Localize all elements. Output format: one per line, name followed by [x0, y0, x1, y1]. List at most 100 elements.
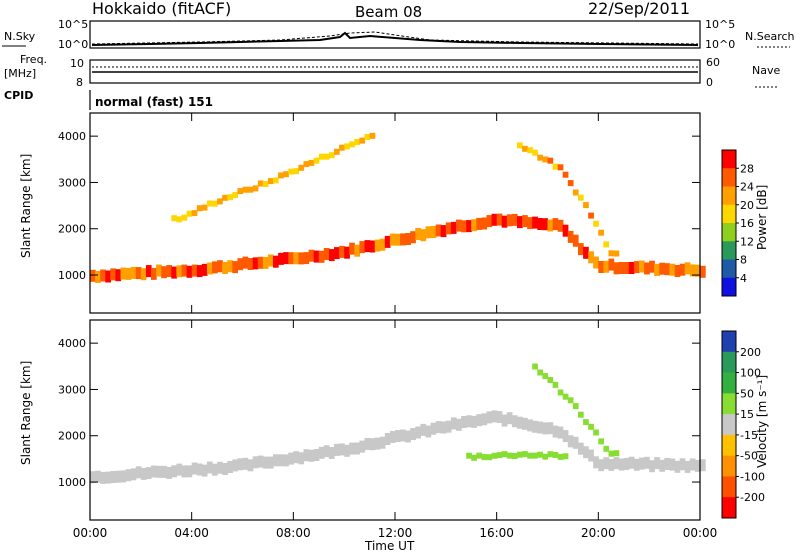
heatmap-cell	[110, 268, 116, 281]
heatmap-cell	[588, 449, 594, 462]
heatmap-cell	[151, 465, 157, 478]
heatmap-cell	[511, 415, 518, 428]
heatmap-cell	[176, 463, 183, 476]
heatmap-cell	[481, 413, 488, 426]
colorbar-swatch	[722, 434, 736, 457]
heatmap-cell	[430, 226, 437, 238]
heatmap-cell	[532, 149, 538, 156]
y-tick-label: 3000	[58, 383, 86, 396]
heatmap-cell	[425, 226, 432, 239]
heatmap-cell	[659, 262, 665, 275]
heatmap-cell	[578, 243, 584, 256]
heatmap-cell	[639, 260, 645, 273]
heatmap-cell	[227, 260, 233, 273]
colorbar-swatch	[722, 414, 736, 436]
heatmap-cell	[552, 163, 559, 170]
heatmap-cell	[481, 454, 488, 461]
heatmap-cell	[334, 148, 340, 155]
heatmap-cell	[669, 458, 676, 471]
heatmap-cell	[201, 263, 208, 276]
heatmap-cell	[186, 210, 193, 217]
heatmap-cell	[323, 248, 330, 260]
heatmap-cell	[476, 414, 482, 427]
heatmap-cell	[334, 443, 340, 456]
heatmap-cell	[572, 403, 579, 410]
heatmap-cell	[435, 224, 442, 237]
heatmap-cell	[542, 218, 549, 231]
heatmap-cell	[354, 139, 360, 145]
heatmap-cell	[283, 171, 289, 178]
heatmap-cell	[694, 459, 701, 472]
heatmap-cell	[430, 422, 437, 435]
colorbar-swatch	[722, 331, 736, 353]
heatmap-cell	[278, 252, 284, 265]
power-colorbar: 28 24 20 16 12 8 4	[721, 149, 754, 297]
heatmap-cell	[100, 269, 106, 282]
nsearch-label: N.Search	[745, 30, 795, 43]
heatmap-cell	[384, 433, 391, 445]
heatmap-cell	[196, 205, 203, 212]
heatmap-cell	[440, 421, 447, 434]
heatmap-cell	[344, 444, 350, 457]
heatmap-cell	[628, 262, 635, 274]
heatmap-cell	[450, 417, 457, 430]
power-heatmap	[90, 132, 706, 283]
heatmap-cell	[700, 265, 706, 278]
heatmap-cell	[552, 452, 559, 458]
heatmap-cell	[445, 222, 452, 235]
heatmap-cell	[649, 260, 655, 273]
heatmap-cell	[542, 156, 549, 163]
heatmap-cell	[633, 261, 640, 274]
heatmap-cell	[506, 214, 513, 227]
date-label: 22/Sep/2011	[588, 0, 690, 18]
heatmap-cell	[557, 426, 564, 439]
heatmap-cell	[298, 252, 305, 265]
nsearch-tick-bottom: 10^0	[705, 38, 735, 51]
heatmap-cell	[161, 266, 167, 279]
heatmap-cell	[486, 215, 493, 228]
heatmap-cell	[95, 470, 101, 483]
heatmap-cell	[674, 460, 681, 473]
heatmap-cell	[669, 263, 676, 276]
heatmap-cell	[283, 454, 289, 467]
nsky-tick-bottom: 10^0	[58, 38, 88, 51]
colorbar-swatch	[722, 150, 736, 169]
heatmap-cell	[186, 465, 193, 478]
heatmap-cell	[684, 262, 691, 275]
heatmap-cell	[135, 466, 142, 479]
freq-label: Freq.	[20, 53, 47, 66]
heatmap-cell	[293, 168, 299, 175]
y-tick-label: 4000	[58, 337, 86, 350]
heatmap-cell	[461, 220, 467, 233]
heatmap-cell	[496, 411, 503, 424]
heatmap-cell	[237, 258, 244, 271]
cpid-label: CPID	[4, 89, 33, 102]
heatmap-cell	[456, 219, 462, 232]
heatmap-cell	[283, 252, 289, 265]
heatmap-cell	[90, 269, 96, 282]
heatmap-cell	[293, 252, 299, 265]
heatmap-cell	[171, 266, 177, 279]
heatmap-cell	[628, 456, 635, 469]
nave-label: Nave	[752, 64, 780, 77]
velocity-ylabel: Slant Range [km]	[19, 361, 33, 465]
heatmap-cell	[491, 452, 498, 459]
heatmap-cell	[323, 153, 330, 160]
heatmap-cell	[115, 269, 122, 282]
heatmap-cell	[288, 252, 294, 265]
heatmap-cell	[339, 443, 345, 456]
heatmap-cell	[664, 263, 671, 276]
power-panel: 1000 2000 3000 4000 Slant Range [km]	[19, 112, 706, 314]
heatmap-cell	[496, 213, 503, 226]
x-tick-label: 16:00	[479, 526, 514, 540]
heatmap-cell	[364, 134, 371, 140]
heatmap-cell	[603, 260, 610, 273]
heatmap-cell	[527, 419, 533, 432]
heatmap-cell	[156, 264, 162, 277]
x-tick-label: 04:00	[174, 526, 209, 540]
heatmap-cell	[486, 454, 493, 461]
heatmap-cell	[293, 451, 299, 464]
heatmap-cell	[100, 471, 106, 484]
heatmap-cell	[567, 180, 574, 187]
heatmap-cell	[262, 456, 269, 469]
